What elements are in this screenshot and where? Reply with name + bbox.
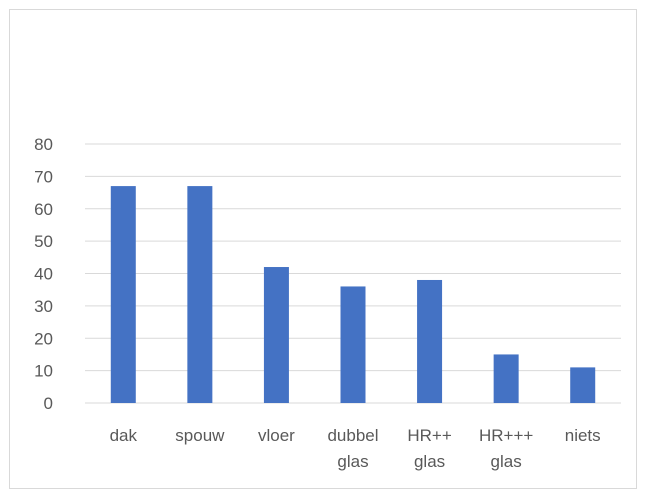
x-tick-label: HR++ glas: [407, 426, 451, 471]
y-tick-label: 30: [34, 297, 53, 316]
bar: [110, 186, 136, 403]
x-axis-ticks: dak spouw vloer dubbel glas HR++ glas HR+++ glas…: [110, 426, 601, 471]
bar: [493, 354, 519, 403]
y-tick-label: 20: [34, 329, 53, 348]
y-tick-label: 40: [34, 265, 53, 284]
gridlines: [85, 143, 621, 404]
y-tick-label: 50: [34, 232, 53, 251]
x-tick-label: dubbel glas: [327, 426, 378, 471]
x-tick-label: niets: [565, 426, 601, 445]
y-tick-label: 0: [44, 394, 53, 413]
y-tick-label: 70: [34, 167, 53, 186]
bar: [340, 286, 366, 403]
bar: [187, 186, 213, 403]
y-tick-label: 80: [34, 135, 53, 154]
bars: [110, 186, 596, 403]
x-tick-label: HR+++ glas: [479, 426, 533, 471]
y-tick-label: 60: [34, 200, 53, 219]
bar: [263, 267, 289, 403]
x-tick-label: spouw: [175, 426, 225, 445]
x-tick-label: dak: [110, 426, 138, 445]
y-tick-label: 10: [34, 362, 53, 381]
y-axis-ticks: 0 10 20 30 40 50 60 70 80: [34, 135, 53, 413]
bar: [417, 279, 443, 403]
bar: [570, 367, 596, 403]
x-tick-label: vloer: [258, 426, 295, 445]
